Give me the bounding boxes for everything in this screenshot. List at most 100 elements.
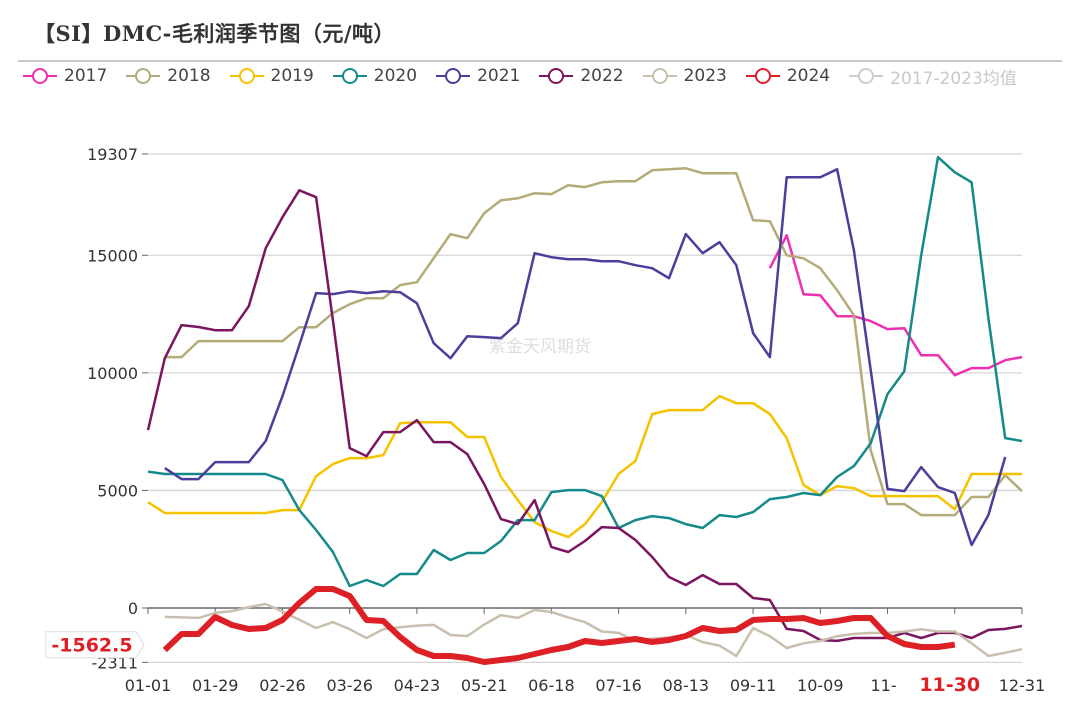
data-point bbox=[377, 285, 389, 297]
data-point bbox=[646, 636, 658, 648]
data-point bbox=[344, 623, 356, 635]
data-point bbox=[445, 436, 457, 448]
data-point bbox=[932, 626, 944, 638]
data-point bbox=[966, 176, 978, 188]
data-point bbox=[529, 514, 541, 526]
legend-item-2022[interactable]: 2022 bbox=[538, 64, 624, 88]
data-point bbox=[781, 171, 793, 183]
data-point bbox=[781, 613, 793, 625]
data-point bbox=[680, 518, 692, 530]
data-point bbox=[982, 624, 994, 636]
series-line-2021 bbox=[164, 167, 1007, 547]
legend-item-2024[interactable]: 2024 bbox=[745, 64, 830, 88]
data-point bbox=[377, 426, 389, 438]
data-point bbox=[831, 471, 843, 483]
legend-item-2023[interactable]: 2023 bbox=[642, 64, 727, 88]
data-point bbox=[747, 214, 759, 226]
data-point bbox=[781, 432, 793, 444]
data-point bbox=[159, 352, 171, 364]
legend-item-2018[interactable]: 2018 bbox=[125, 64, 211, 88]
series-line-2020 bbox=[147, 155, 1023, 588]
latest-value-label: -1562.5 bbox=[51, 635, 132, 657]
legend-item-2019[interactable]: 2019 bbox=[229, 64, 314, 88]
data-point bbox=[814, 171, 826, 183]
data-point bbox=[579, 518, 591, 530]
data-point bbox=[781, 249, 793, 261]
data-point bbox=[562, 179, 574, 191]
data-point bbox=[293, 339, 305, 351]
data-point bbox=[730, 650, 742, 662]
data-point bbox=[428, 544, 440, 556]
data-point bbox=[209, 456, 221, 468]
data-point bbox=[680, 228, 692, 240]
data-point bbox=[562, 484, 574, 496]
data-point bbox=[361, 450, 373, 462]
data-point bbox=[1016, 351, 1028, 363]
data-point bbox=[966, 491, 978, 503]
data-point bbox=[176, 611, 188, 623]
series-2019 bbox=[147, 390, 1022, 539]
data-point bbox=[579, 535, 591, 547]
data-point bbox=[579, 253, 591, 265]
data-point bbox=[545, 251, 557, 263]
data-point bbox=[260, 242, 272, 254]
y-tick-label: 10000 bbox=[87, 364, 138, 383]
data-point bbox=[562, 546, 574, 558]
data-point bbox=[966, 539, 978, 551]
data-point bbox=[495, 535, 507, 547]
data-point bbox=[445, 650, 457, 662]
data-point bbox=[982, 312, 994, 324]
x-tick-label: 05-21 bbox=[461, 676, 508, 695]
data-point bbox=[697, 636, 709, 648]
data-point bbox=[898, 485, 910, 497]
data-point bbox=[243, 601, 255, 613]
data-point bbox=[495, 654, 507, 666]
data-point bbox=[226, 619, 238, 631]
data-point bbox=[629, 259, 641, 271]
data-point bbox=[361, 287, 373, 299]
x-tick-label: 03-26 bbox=[326, 676, 373, 695]
data-point bbox=[243, 468, 255, 480]
data-point bbox=[798, 612, 810, 624]
data-point bbox=[562, 253, 574, 265]
data-point bbox=[512, 192, 524, 204]
data-point bbox=[260, 435, 272, 447]
data-point bbox=[713, 578, 725, 590]
data-point bbox=[411, 414, 423, 426]
data-point bbox=[798, 171, 810, 183]
data-point bbox=[512, 652, 524, 664]
data-point bbox=[478, 331, 490, 343]
data-point bbox=[142, 466, 154, 478]
data-point bbox=[327, 458, 339, 470]
data-point bbox=[159, 644, 171, 656]
legend-item-2020[interactable]: 2020 bbox=[332, 64, 417, 88]
data-point bbox=[310, 524, 322, 536]
data-point bbox=[814, 289, 826, 301]
data-point bbox=[915, 461, 927, 473]
data-point bbox=[848, 612, 860, 624]
legend-item-2017-2023均值[interactable]: 2017-2023均值 bbox=[848, 64, 1017, 89]
series-line-2017 bbox=[768, 234, 1023, 377]
x-tick-label: 01-01 bbox=[125, 676, 172, 695]
title-divider bbox=[18, 60, 1062, 62]
data-point bbox=[831, 284, 843, 296]
legend-label: 2018 bbox=[167, 66, 211, 86]
data-point bbox=[411, 276, 423, 288]
data-point bbox=[260, 622, 272, 634]
data-point bbox=[192, 473, 204, 485]
x-tick-label: 07-16 bbox=[595, 676, 642, 695]
data-point bbox=[831, 163, 843, 175]
data-point bbox=[361, 632, 373, 644]
data-point bbox=[428, 650, 440, 662]
data-point bbox=[882, 483, 894, 495]
legend-item-2021[interactable]: 2021 bbox=[435, 64, 520, 88]
data-point bbox=[898, 322, 910, 334]
data-point bbox=[192, 507, 204, 519]
data-point bbox=[915, 509, 927, 521]
data-point bbox=[814, 262, 826, 274]
data-point bbox=[697, 404, 709, 416]
data-point bbox=[713, 390, 725, 402]
legend-item-2017[interactable]: 2017 bbox=[22, 64, 107, 88]
x-tick-label: 02-26 bbox=[259, 676, 306, 695]
